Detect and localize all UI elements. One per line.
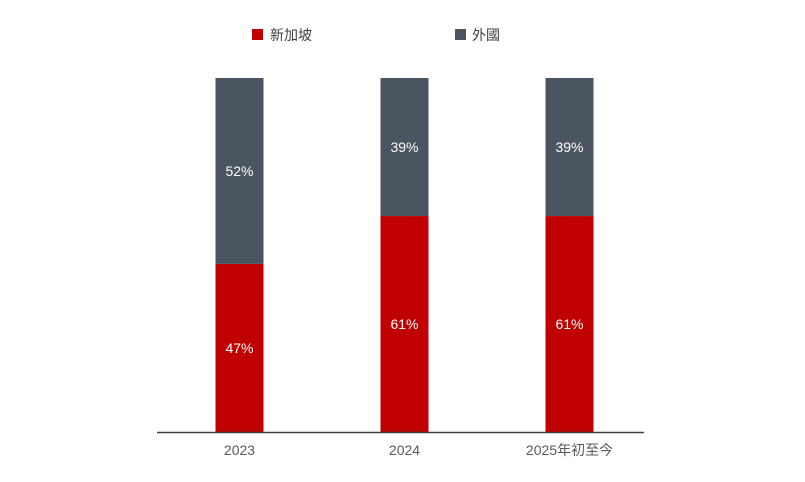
bar-segment-cat-2-series-1 xyxy=(545,78,594,217)
data-label-cat-2-series-0: 61% xyxy=(555,316,583,332)
legend-label-foreign: 外國 xyxy=(472,27,500,43)
legend: 新加坡 外國 xyxy=(252,27,500,43)
data-label-cat-2-series-1: 39% xyxy=(555,139,583,155)
bar-segment-cat-0-series-0 xyxy=(215,263,264,432)
bar-segments xyxy=(215,78,594,432)
data-label-cat-1-series-0: 61% xyxy=(390,316,418,332)
bar-segment-cat-1-series-1 xyxy=(380,78,429,217)
legend-swatch-foreign xyxy=(455,29,466,40)
x-tick-label-2: 2025年初至今 xyxy=(526,442,613,458)
x-axis-tick-labels: 2023 2024 2025年初至今 xyxy=(224,442,613,458)
bar-segment-cat-0-series-1 xyxy=(215,78,264,264)
data-labels: 47% 52% 61% 39% 61% 39% xyxy=(225,139,583,356)
data-label-cat-0-series-0: 47% xyxy=(225,340,253,356)
bar-segment-cat-2-series-0 xyxy=(545,216,594,432)
legend-label-singapore: 新加坡 xyxy=(270,27,312,43)
data-label-cat-0-series-1: 52% xyxy=(225,163,253,179)
bar-segment-cat-1-series-0 xyxy=(380,216,429,432)
legend-swatch-singapore xyxy=(252,29,263,40)
data-label-cat-1-series-1: 39% xyxy=(390,139,418,155)
x-tick-label-1: 2024 xyxy=(389,442,420,458)
x-tick-label-0: 2023 xyxy=(224,442,255,458)
